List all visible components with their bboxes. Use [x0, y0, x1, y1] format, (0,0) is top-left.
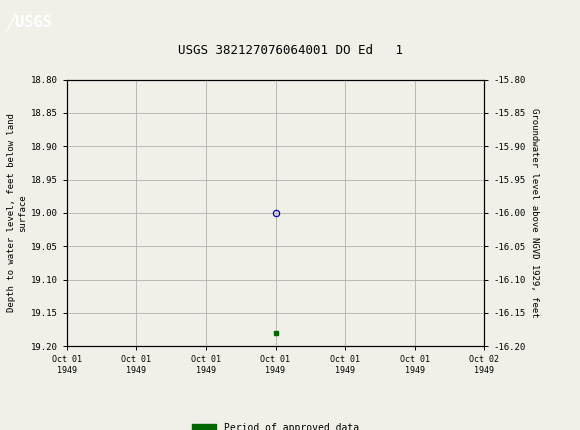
- Y-axis label: Groundwater level above NGVD 1929, feet: Groundwater level above NGVD 1929, feet: [530, 108, 539, 318]
- Text: USGS 382127076064001 DO Ed   1: USGS 382127076064001 DO Ed 1: [177, 44, 403, 57]
- Legend: Period of approved data: Period of approved data: [188, 420, 363, 430]
- Y-axis label: Depth to water level, feet below land
surface: Depth to water level, feet below land su…: [7, 114, 27, 312]
- Text: ╱USGS: ╱USGS: [7, 14, 53, 31]
